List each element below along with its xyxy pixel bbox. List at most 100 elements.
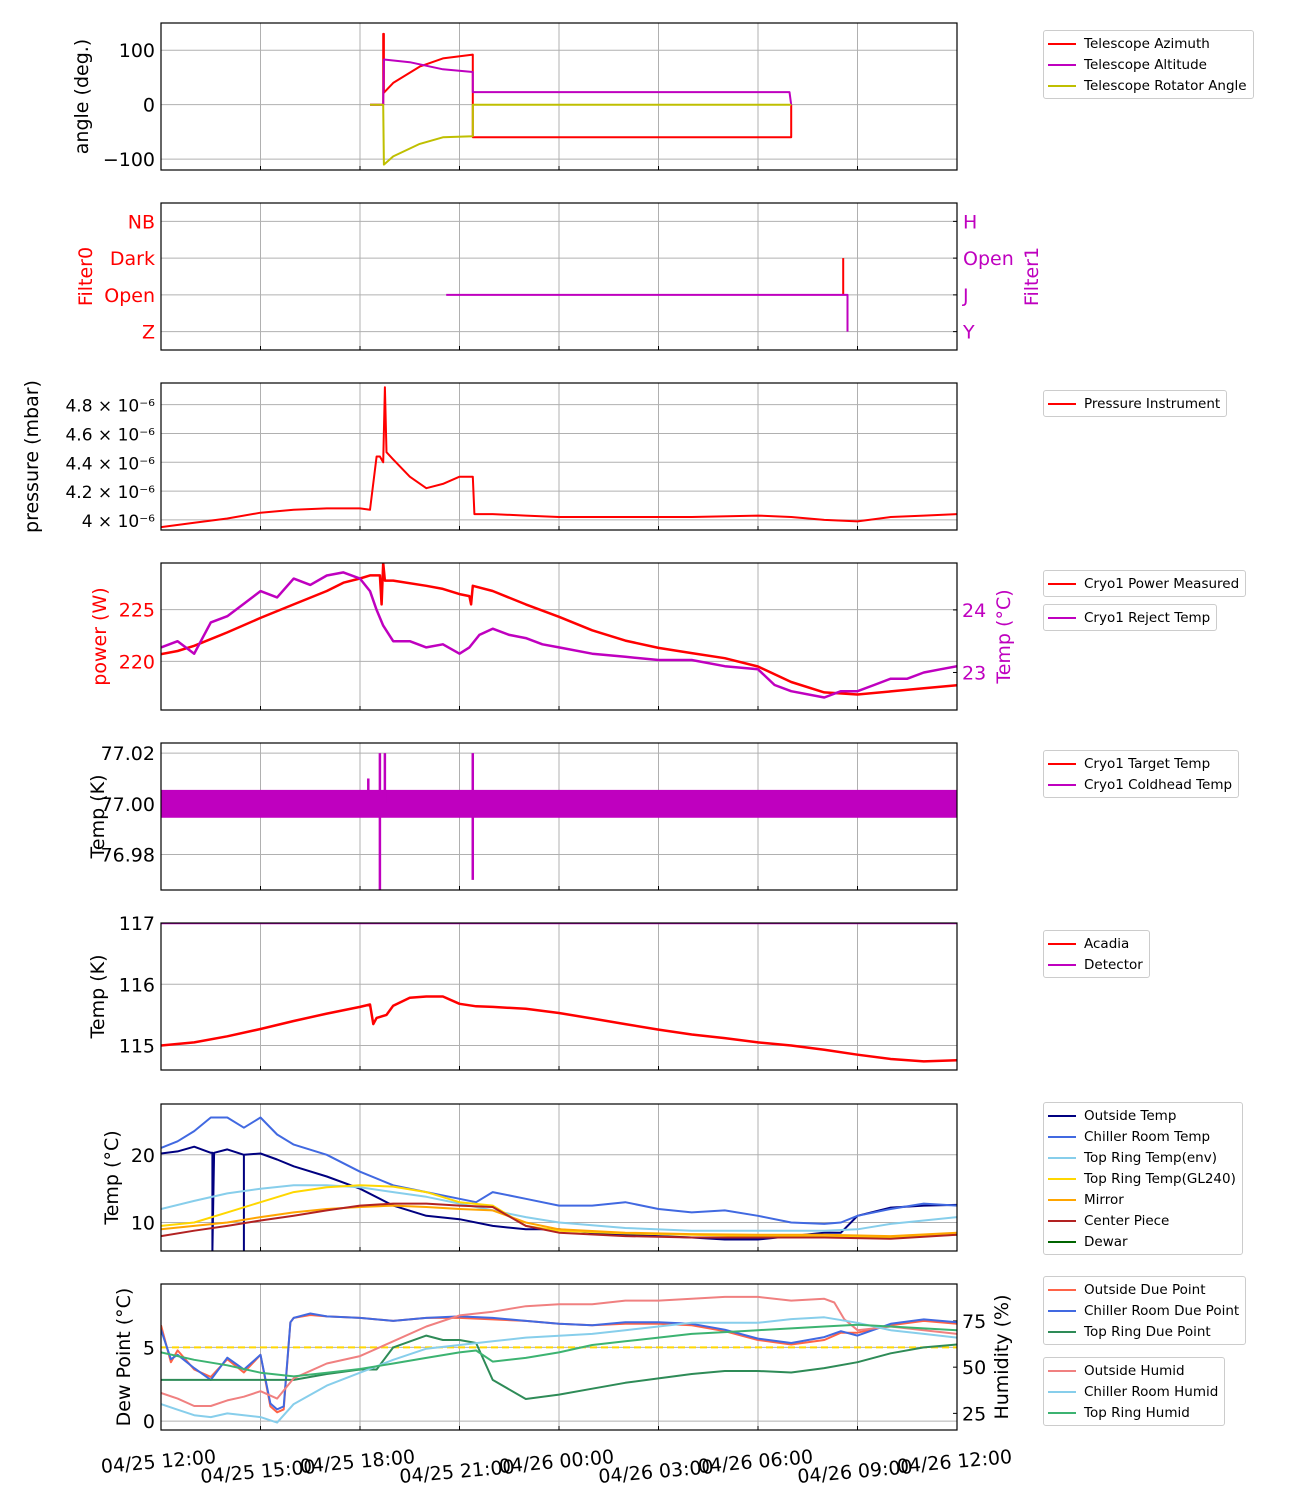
series-outside-humid — [161, 1295, 957, 1407]
y-axis-label: Temp (K) — [87, 775, 109, 860]
legend-label: Telescope Azimuth — [1084, 35, 1210, 52]
panel-3 — [160, 382, 958, 531]
y-axis-label-right: Humidity (%) — [991, 1294, 1013, 1419]
legend-entry: Chiller Room Due Point — [1048, 1300, 1239, 1321]
legend-swatch — [1048, 616, 1076, 619]
y-tick-label-left: 225 — [119, 600, 155, 622]
legend-swatch — [1048, 783, 1076, 786]
axes-frame — [160, 1283, 958, 1431]
legend-label: Cryo1 Reject Temp — [1084, 609, 1211, 626]
legend-entry: Top Ring Due Point — [1048, 1321, 1239, 1342]
axes-frame — [160, 1103, 958, 1252]
legend-entry: Top Ring Humid — [1048, 1402, 1218, 1423]
y-tick-label-right: 25 — [962, 1403, 986, 1425]
y-tick-label: 116 — [119, 974, 155, 996]
series-mirror — [161, 1204, 957, 1238]
legend-swatch — [1048, 1135, 1076, 1138]
y-axis-label: pressure (mbar) — [21, 380, 43, 533]
series-cryo1-reject-temp — [161, 571, 957, 699]
legend-swatch — [1048, 63, 1076, 66]
legend-label: Top Ring Humid — [1084, 1404, 1190, 1421]
legend-entry: Mirror — [1048, 1189, 1236, 1210]
legend-swatch — [1048, 942, 1076, 945]
legend-entry: Cryo1 Power Measured — [1048, 573, 1239, 594]
legend-swatch — [1048, 1240, 1076, 1243]
y-tick-label: 4.2 × 10⁻⁶ — [65, 483, 155, 503]
legend-label: Top Ring Temp(env) — [1084, 1149, 1217, 1166]
legend-swatch — [1048, 1390, 1076, 1393]
legend-label: Telescope Altitude — [1084, 56, 1207, 73]
axes-frame — [160, 382, 958, 531]
y-tick-label-left: 0 — [143, 1411, 155, 1433]
legend-label: Acadia — [1084, 935, 1130, 952]
legend-entry: Cryo1 Target Temp — [1048, 753, 1232, 774]
legend-entry: Top Ring Temp(GL240) — [1048, 1168, 1236, 1189]
y-tick-label: 10 — [131, 1213, 155, 1235]
series-top-ring-humid — [161, 1323, 957, 1378]
series-cryo1-power-measured — [161, 563, 957, 696]
y-axis-label: angle (deg.) — [71, 39, 93, 154]
legend-label: Outside Temp — [1084, 1107, 1177, 1124]
legend-label: Mirror — [1084, 1191, 1124, 1208]
legend-label: Telescope Rotator Angle — [1084, 77, 1247, 94]
y-axis-label-left: Dew Point (°C) — [113, 1288, 135, 1427]
legend-entry: Detector — [1048, 954, 1143, 975]
axes-frame — [160, 922, 958, 1071]
legend-label: Center Piece — [1084, 1212, 1170, 1229]
legend-swatch — [1048, 42, 1076, 45]
series-telescope-altitude — [370, 58, 793, 106]
legend-entry: Chiller Room Humid — [1048, 1381, 1218, 1402]
legend-entry: Telescope Rotator Angle — [1048, 75, 1247, 96]
y-tick-label-right: 50 — [962, 1357, 986, 1379]
legend-entry: Outside Temp — [1048, 1105, 1236, 1126]
legend-entry: Chiller Room Temp — [1048, 1126, 1236, 1147]
series-top-ring-temp-gl240 — [161, 1184, 957, 1239]
series-top-ring-temp-env — [161, 1184, 957, 1232]
legend-entry: Dewar — [1048, 1231, 1236, 1252]
legend-entry: Telescope Azimuth — [1048, 33, 1247, 54]
y-tick-label: 4 × 10⁻⁶ — [82, 512, 155, 532]
y-tick-label: −100 — [103, 149, 155, 171]
y-axis-label: Temp (°C) — [101, 1130, 123, 1225]
y-tick-label: 4.4 × 10⁻⁶ — [65, 454, 155, 474]
panel-2 — [160, 202, 958, 351]
legend-swatch — [1048, 1177, 1076, 1180]
y-tick-label-left: 5 — [143, 1337, 155, 1359]
y-tick-label-left: Dark — [110, 248, 155, 270]
axes-frame — [160, 22, 958, 171]
legend: Outside Temp Chiller Room Temp Top Ring Te… — [1043, 1102, 1243, 1255]
y-tick-label: 115 — [119, 1036, 155, 1058]
y-tick-label-right: Open — [963, 248, 1014, 270]
panel-7 — [160, 1103, 958, 1252]
legend-entry: Outside Humid — [1048, 1360, 1218, 1381]
y-tick-label: 20 — [131, 1145, 155, 1167]
legend-entry: Acadia — [1048, 933, 1143, 954]
legend-swatch — [1048, 582, 1076, 585]
y-tick-label: 4.6 × 10⁻⁶ — [65, 425, 155, 445]
legend-label: Chiller Room Due Point — [1084, 1302, 1240, 1319]
legend-swatch — [1048, 1219, 1076, 1222]
legend: Cryo1 Target Temp Cryo1 Coldhead Temp — [1043, 750, 1240, 798]
x-tick-label: 04/26 12:00 — [896, 1446, 1013, 1478]
series-chiller-room-due-point — [161, 1312, 957, 1411]
legend-label: Chiller Room Temp — [1084, 1128, 1211, 1145]
axes-frame — [160, 202, 958, 351]
y-axis-label-left: power (W) — [89, 587, 111, 685]
legend-swatch — [1048, 1369, 1076, 1372]
legend-label: Cryo1 Coldhead Temp — [1084, 776, 1233, 793]
y-tick-label: 77.00 — [101, 794, 155, 816]
series-filter1 — [446, 293, 849, 332]
axes-frame — [160, 742, 958, 891]
legend-swatch — [1048, 1411, 1076, 1414]
legend: Outside Due Point Chiller Room Due Point T… — [1043, 1276, 1247, 1345]
y-tick-label-left: Z — [142, 322, 155, 344]
legend-label: Top Ring Due Point — [1084, 1323, 1211, 1340]
legend-entry: Center Piece — [1048, 1210, 1236, 1231]
legend-label: Pressure Instrument — [1084, 395, 1221, 412]
y-tick-label: 100 — [119, 40, 155, 62]
legend: Telescope Azimuth Telescope Altitude Teles… — [1043, 30, 1254, 99]
panel-8 — [160, 1283, 958, 1431]
legend-swatch — [1048, 84, 1076, 87]
y-tick-label-right: 75 — [962, 1311, 986, 1333]
